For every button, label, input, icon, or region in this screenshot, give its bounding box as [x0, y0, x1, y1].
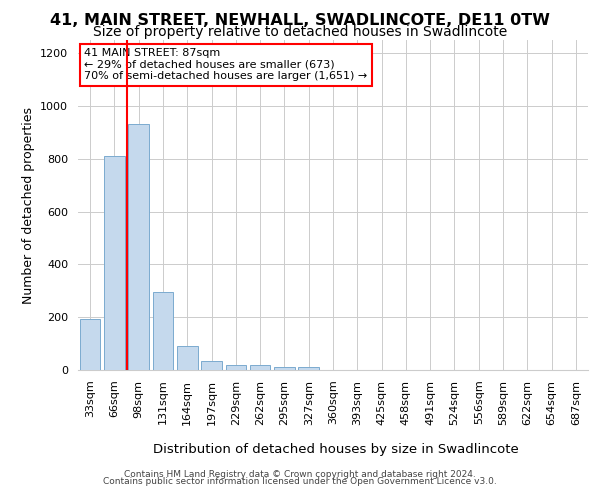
Text: Contains public sector information licensed under the Open Government Licence v3: Contains public sector information licen… — [103, 477, 497, 486]
Bar — [226, 364, 246, 370]
Bar — [177, 346, 197, 370]
Bar — [274, 368, 295, 370]
Text: Size of property relative to detached houses in Swadlincote: Size of property relative to detached ho… — [93, 25, 507, 39]
Bar — [201, 361, 222, 370]
Y-axis label: Number of detached properties: Number of detached properties — [22, 106, 35, 304]
Text: 41 MAIN STREET: 87sqm
← 29% of detached houses are smaller (673)
70% of semi-det: 41 MAIN STREET: 87sqm ← 29% of detached … — [84, 48, 367, 82]
Text: Contains HM Land Registry data © Crown copyright and database right 2024.: Contains HM Land Registry data © Crown c… — [124, 470, 476, 479]
Text: 41, MAIN STREET, NEWHALL, SWADLINCOTE, DE11 0TW: 41, MAIN STREET, NEWHALL, SWADLINCOTE, D… — [50, 13, 550, 28]
Bar — [250, 364, 271, 370]
Bar — [80, 318, 100, 370]
Text: Distribution of detached houses by size in Swadlincote: Distribution of detached houses by size … — [153, 442, 519, 456]
Bar — [104, 156, 125, 370]
Bar — [152, 292, 173, 370]
Bar — [298, 368, 319, 370]
Bar — [128, 124, 149, 370]
